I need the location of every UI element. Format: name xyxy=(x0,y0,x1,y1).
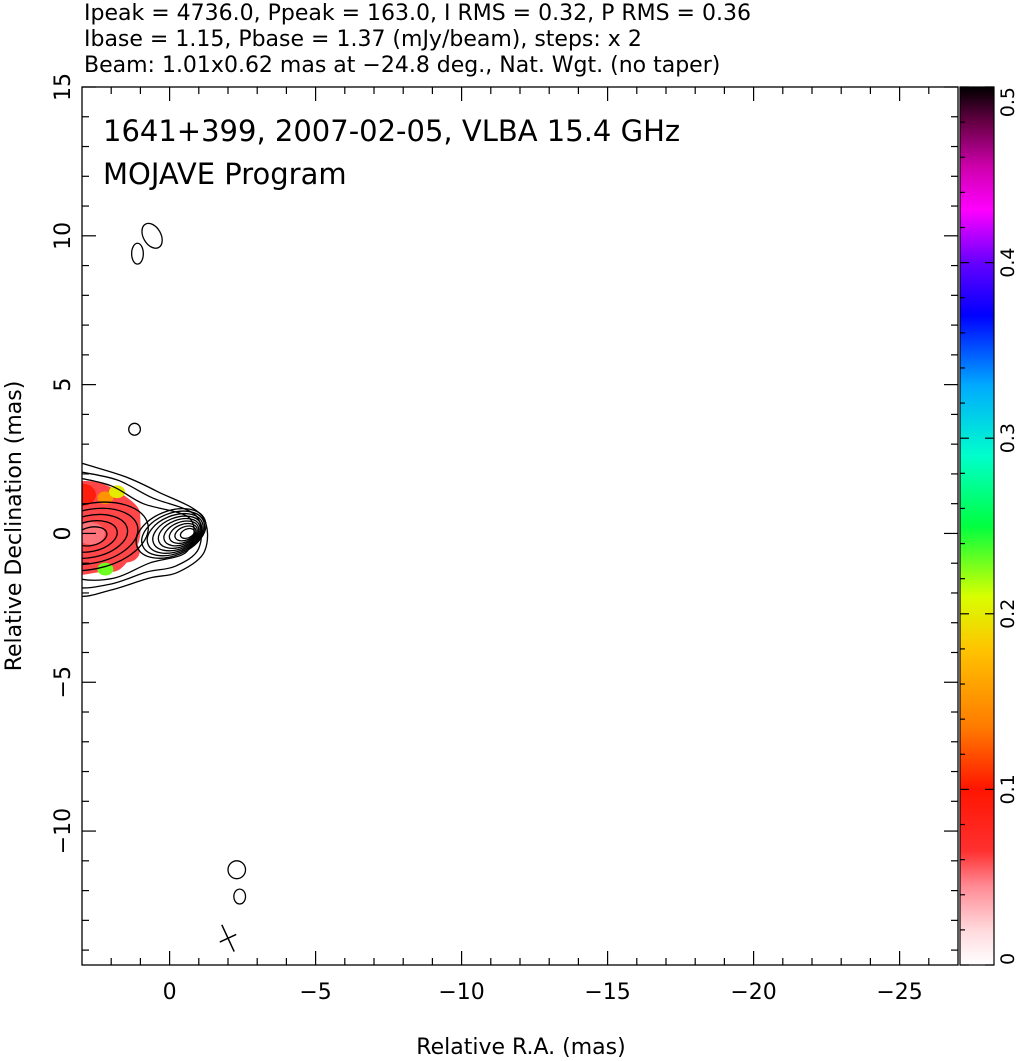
header-line-1: Ipeak = 4736.0, Ppeak = 163.0, I RMS = 0… xyxy=(84,1,751,26)
contour-island xyxy=(141,222,163,249)
polarization-spot xyxy=(109,485,126,499)
colorbar-ticks xyxy=(960,86,994,966)
beam-marker xyxy=(219,924,237,952)
contour-island xyxy=(82,507,139,566)
y-tick-label: −10 xyxy=(51,808,76,854)
contour-island xyxy=(82,526,108,547)
colorbar-label: 0.2 xyxy=(997,599,1019,629)
contour-island xyxy=(174,525,197,542)
polarization-spot xyxy=(97,562,114,576)
contour-island xyxy=(0,136,5,157)
plot-frame xyxy=(81,86,959,966)
contour-island xyxy=(82,513,129,559)
x-tick-label: −10 xyxy=(438,980,484,1005)
plot-annotation-program: MOJAVE Program xyxy=(103,157,347,191)
contour-island xyxy=(168,522,198,545)
colorbar-label: 0.4 xyxy=(997,247,1019,277)
contour-island xyxy=(128,422,142,436)
x-tick-label: −25 xyxy=(876,980,922,1005)
y-tick-label: −5 xyxy=(51,666,76,698)
y-tick-label: 10 xyxy=(51,222,76,250)
colorbar xyxy=(959,86,995,966)
contour-island xyxy=(141,510,206,557)
polarization-spot xyxy=(65,572,81,585)
axis-ticks xyxy=(82,86,958,965)
contour-island xyxy=(130,242,144,265)
colorbar-label: 0.1 xyxy=(997,774,1019,804)
y-axis-label: Relative Declination (mas) xyxy=(2,381,27,672)
contour-envelope xyxy=(82,462,209,597)
beam-minor-axis xyxy=(219,933,237,943)
contour-island xyxy=(82,520,118,553)
contour-island xyxy=(69,871,78,880)
contour-island xyxy=(146,512,204,554)
contour-island xyxy=(82,501,149,572)
polarization-spot xyxy=(97,491,114,505)
plot-area xyxy=(0,136,247,905)
contour-island xyxy=(0,708,1,775)
y-tick-label: 15 xyxy=(51,73,76,101)
contour-island xyxy=(53,141,71,159)
colorbar-label: 0.3 xyxy=(997,423,1019,453)
colorbar-label: 0.5 xyxy=(997,87,1019,117)
header-line-3: Beam: 1.01x0.62 mas at −24.8 deg., Nat. … xyxy=(84,53,720,78)
header-line-2: Ibase = 1.15, Pbase = 1.37 (mJy/beam), s… xyxy=(84,27,642,52)
y-tick-label: 5 xyxy=(51,378,76,392)
polarization-spot xyxy=(82,483,96,506)
contour-envelope xyxy=(82,477,195,581)
contour-island xyxy=(233,888,247,905)
contour-island xyxy=(163,520,200,547)
colorbar-label: 0 xyxy=(997,953,1019,965)
intensity-contours xyxy=(0,136,247,905)
contour-island xyxy=(227,860,247,880)
x-tick-label: −15 xyxy=(584,980,630,1005)
colorbar-labels: 0 0.1 0.2 0.3 0.4 0.5 xyxy=(997,87,1019,965)
x-axis-label: Relative R.A. (mas) xyxy=(416,1035,625,1060)
contour-island xyxy=(157,517,201,549)
polarization-spot xyxy=(54,459,70,472)
x-tick-label: −20 xyxy=(730,980,776,1005)
plot-annotation-source: 1641+399, 2007-02-05, VLBA 15.4 GHz xyxy=(103,114,680,148)
x-tick-label: −5 xyxy=(299,980,331,1005)
contour-envelope xyxy=(82,471,203,589)
y-tick-label: 0 xyxy=(51,526,76,540)
axis-tick-labels: 0 −5 −10 −15 −20 −25 15 10 5 0 −5 −10 xyxy=(51,73,923,1005)
x-tick-label: 0 xyxy=(163,980,177,1005)
